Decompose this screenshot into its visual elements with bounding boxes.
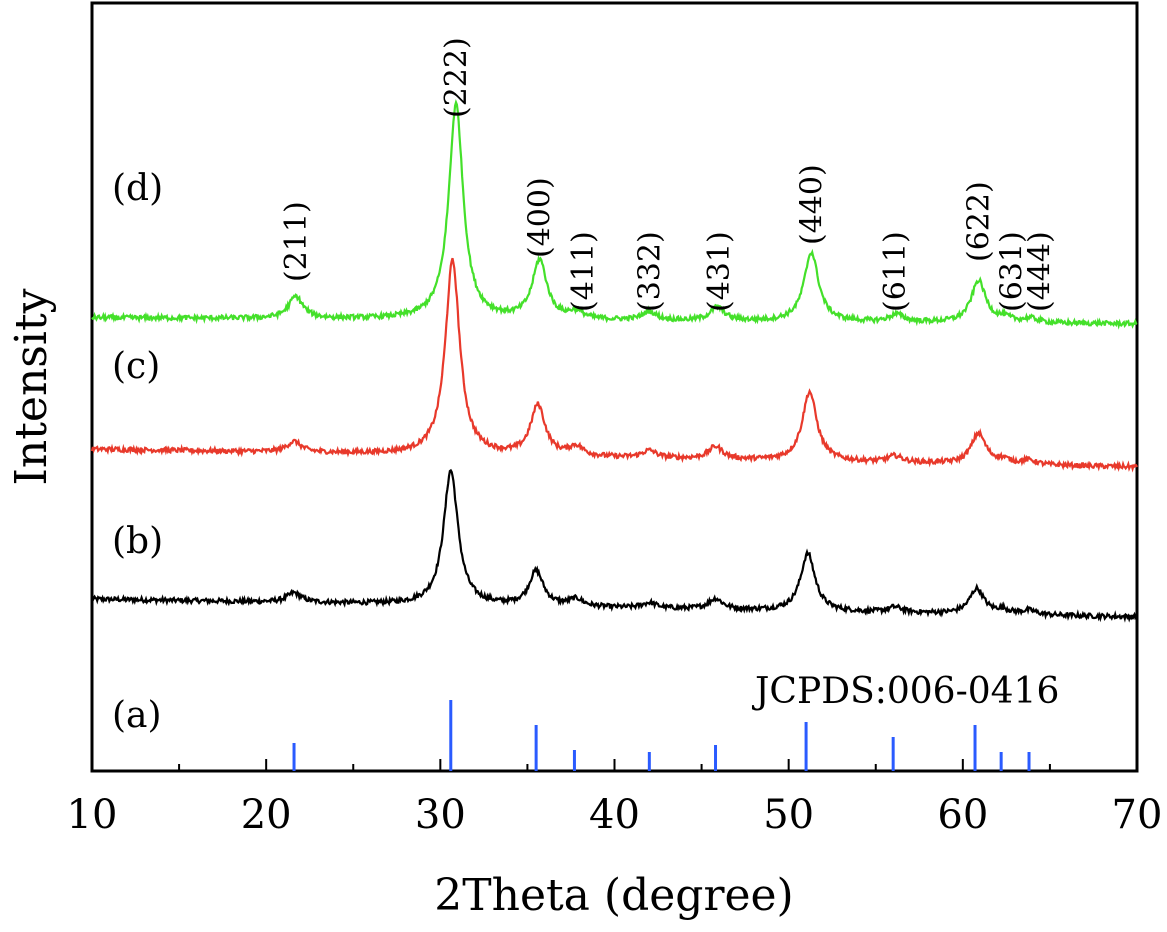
series-lines [90,99,1138,623]
series-line [90,257,1138,473]
peak-label: (332) [632,231,667,312]
peak-labels: (211) (222) (400)(411) (332) (431) (440) (611)… [279,37,1058,312]
series-line [91,468,1138,623]
reference-lines [292,700,1031,771]
peak-label: (400) [523,177,558,258]
x-axis-title: 2Theta (degree) [434,870,793,921]
series-label: (b) [112,521,163,562]
series-label: (d) [112,168,163,209]
x-tick-label: 40 [589,792,640,838]
peak-label: (444) [1023,231,1058,312]
peak-label: (411) [566,231,601,312]
reference-annotation: JCPDS:006-0416 [751,671,1059,712]
peak-label: (611) [878,231,913,312]
x-ticks [91,759,1138,771]
y-axis-title: Intensity [6,288,57,485]
plot-frame [90,1,1139,773]
series-line [91,99,1138,330]
series-label: (a) [112,695,162,736]
peak-label: (622) [962,181,997,262]
series-label: (c) [112,346,160,387]
x-tick-label: 20 [241,792,292,838]
x-tick-labels: 10 20 30 40 50 60 70 [67,792,1163,838]
x-tick-label: 50 [763,792,814,838]
peak-label: (222) [439,37,474,118]
peak-label: (631) [995,231,1030,312]
x-tick-label: 60 [937,792,988,838]
x-tick-label: 10 [67,792,118,838]
x-tick-label: 30 [415,792,466,838]
peak-label: (440) [794,164,829,245]
peak-label: (431) [702,231,737,312]
x-tick-label: 70 [1112,792,1163,838]
series-labels: (a) (b) (c) (d) [112,168,163,736]
peak-label: (211) [279,201,314,282]
